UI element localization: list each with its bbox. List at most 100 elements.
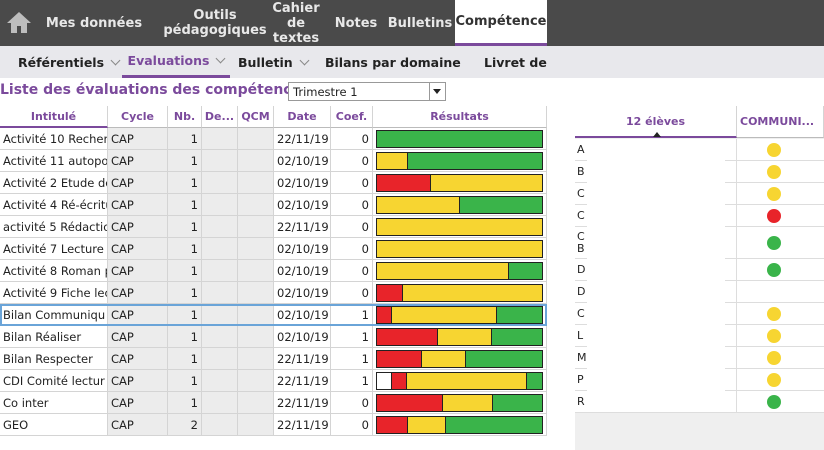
column-header[interactable]: Nb.: [168, 106, 202, 128]
table-cell[interactable]: [202, 414, 238, 436]
column-header[interactable]: Résultats: [373, 106, 547, 128]
student-name[interactable]: D: [577, 281, 585, 303]
results-cell[interactable]: [373, 326, 547, 348]
nav-item[interactable]: Cahier de textes: [262, 0, 330, 46]
table-cell[interactable]: [202, 348, 238, 370]
table-cell[interactable]: 1: [168, 348, 202, 370]
results-cell[interactable]: [373, 172, 547, 194]
table-cell[interactable]: 1: [168, 194, 202, 216]
table-cell[interactable]: 0: [331, 238, 373, 260]
results-cell[interactable]: [373, 282, 547, 304]
table-cell[interactable]: 0: [331, 260, 373, 282]
nav-item[interactable]: Notes: [333, 0, 379, 46]
column-header[interactable]: QCM: [238, 106, 274, 128]
table-cell[interactable]: [238, 348, 274, 370]
results-cell[interactable]: [373, 150, 547, 172]
column-header[interactable]: De...: [202, 106, 238, 128]
table-cell[interactable]: activité 5 Rédactio: [0, 216, 108, 238]
table-cell[interactable]: 1: [168, 150, 202, 172]
table-cell[interactable]: CAP: [108, 348, 168, 370]
table-cell[interactable]: Activité 9 Fiche lec: [0, 282, 108, 304]
table-cell[interactable]: [238, 260, 274, 282]
table-cell[interactable]: CAP: [108, 414, 168, 436]
student-name[interactable]: C: [577, 303, 585, 325]
student-name[interactable]: P: [577, 369, 584, 391]
column-header[interactable]: Intitulé: [0, 106, 108, 128]
table-cell[interactable]: 0: [331, 282, 373, 304]
table-cell[interactable]: [202, 370, 238, 392]
student-name[interactable]: R: [577, 391, 585, 413]
table-cell[interactable]: [202, 172, 238, 194]
table-cell[interactable]: GEO: [0, 414, 108, 436]
table-cell[interactable]: 1: [168, 128, 202, 150]
table-cell[interactable]: [202, 194, 238, 216]
table-cell[interactable]: CAP: [108, 150, 168, 172]
table-cell[interactable]: [238, 370, 274, 392]
student-name[interactable]: B: [577, 161, 585, 183]
subnav-item[interactable]: Référentiels: [18, 46, 122, 78]
table-cell[interactable]: Activité 2 Etude de: [0, 172, 108, 194]
table-cell[interactable]: [238, 304, 274, 326]
results-cell[interactable]: [373, 260, 547, 282]
table-cell[interactable]: Activité 8 Roman p: [0, 260, 108, 282]
table-cell[interactable]: 22/11/19: [274, 414, 331, 436]
table-cell[interactable]: Activité 4 Ré-écritu: [0, 194, 108, 216]
student-name[interactable]: D: [577, 259, 585, 281]
results-cell[interactable]: [373, 304, 547, 326]
table-cell[interactable]: 1: [168, 392, 202, 414]
table-cell[interactable]: [202, 238, 238, 260]
results-cell[interactable]: [373, 348, 547, 370]
student-name[interactable]: C: [577, 205, 585, 227]
table-cell[interactable]: [238, 282, 274, 304]
student-name[interactable]: C: [577, 183, 585, 205]
table-cell[interactable]: 0: [331, 392, 373, 414]
table-cell[interactable]: Bilan Réaliser: [0, 326, 108, 348]
table-cell[interactable]: 02/10/19: [274, 172, 331, 194]
results-cell[interactable]: [373, 194, 547, 216]
table-cell[interactable]: [202, 392, 238, 414]
table-cell[interactable]: 1: [168, 216, 202, 238]
table-cell[interactable]: Co inter: [0, 392, 108, 414]
competence-header[interactable]: COMMUNI...: [737, 106, 824, 138]
table-cell[interactable]: CAP: [108, 370, 168, 392]
table-cell[interactable]: 1: [331, 304, 373, 326]
table-cell[interactable]: CAP: [108, 172, 168, 194]
table-cell[interactable]: 22/11/19: [274, 370, 331, 392]
table-cell[interactable]: 0: [331, 194, 373, 216]
table-cell[interactable]: CAP: [108, 392, 168, 414]
table-cell[interactable]: [238, 128, 274, 150]
table-cell[interactable]: Activité 7 Lecture a: [0, 238, 108, 260]
table-cell[interactable]: 02/10/19: [274, 238, 331, 260]
table-cell[interactable]: 02/10/19: [274, 304, 331, 326]
student-name[interactable]: M: [577, 347, 587, 369]
table-cell[interactable]: 1: [168, 304, 202, 326]
subnav-item[interactable]: Bulletin: [238, 46, 330, 78]
subnav-item[interactable]: Evaluations: [122, 46, 230, 78]
table-cell[interactable]: [238, 172, 274, 194]
table-cell[interactable]: [238, 238, 274, 260]
results-cell[interactable]: [373, 392, 547, 414]
column-header[interactable]: Cycle: [108, 106, 168, 128]
table-cell[interactable]: [238, 150, 274, 172]
column-header[interactable]: Date: [274, 106, 331, 128]
table-cell[interactable]: [202, 260, 238, 282]
table-cell[interactable]: 2: [168, 414, 202, 436]
table-cell[interactable]: 1: [331, 370, 373, 392]
home-icon[interactable]: [6, 10, 32, 34]
table-cell[interactable]: [202, 304, 238, 326]
table-cell[interactable]: 02/10/19: [274, 326, 331, 348]
results-cell[interactable]: [373, 238, 547, 260]
table-cell[interactable]: 0: [331, 216, 373, 238]
table-cell[interactable]: 0: [331, 414, 373, 436]
table-cell[interactable]: [238, 414, 274, 436]
table-cell[interactable]: 1: [168, 370, 202, 392]
student-name[interactable]: A: [577, 139, 585, 161]
table-cell[interactable]: 02/10/19: [274, 260, 331, 282]
table-cell[interactable]: CAP: [108, 282, 168, 304]
nav-item[interactable]: Mes données: [40, 0, 148, 46]
table-cell[interactable]: 22/11/19: [274, 128, 331, 150]
table-cell[interactable]: 0: [331, 150, 373, 172]
table-cell[interactable]: [202, 216, 238, 238]
table-cell[interactable]: CAP: [108, 326, 168, 348]
